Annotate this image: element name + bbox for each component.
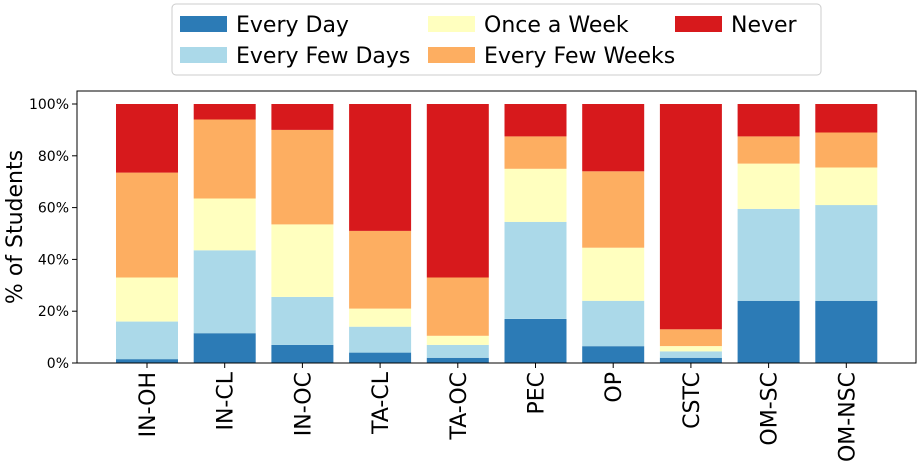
y-axis-label: % of Students <box>3 150 28 304</box>
bar-segment-ta-cl-3 <box>349 231 411 309</box>
x-tick-label: OM-SC <box>758 372 783 446</box>
bar-segment-in-cl-3 <box>194 120 256 199</box>
bar-segment-op-2 <box>582 248 644 301</box>
x-axis: IN-OH IN-CL IN-OC TA-CL TA-OC PEC OP CSTC OM-SC O… <box>136 363 860 462</box>
bar-segment-in-oc-1 <box>271 297 333 345</box>
bar-segment-ta-cl-0 <box>349 353 411 363</box>
x-tick-label: TA-OC <box>447 372 472 441</box>
legend-swatch <box>675 16 722 32</box>
bar-segment-om-nsc-4 <box>815 104 877 133</box>
bar-segment-op-4 <box>582 104 644 171</box>
bar-segment-in-cl-1 <box>194 250 256 333</box>
bar-segment-pec-3 <box>505 136 567 168</box>
bar-segment-pec-0 <box>505 319 567 363</box>
x-tick-label: IN-CL <box>214 371 239 430</box>
y-axis: 0% 20% 40% 60% 80% 100% <box>29 97 77 372</box>
y-tick-label: 0% <box>47 356 69 372</box>
bar-segment-in-oc-4 <box>271 104 333 130</box>
bar-segment-cstc-4 <box>660 104 722 329</box>
bar-segment-ta-cl-4 <box>349 104 411 231</box>
bar-segment-pec-2 <box>505 169 567 222</box>
legend-label: Once a Week <box>484 13 629 38</box>
bar-segment-ta-oc-0 <box>427 358 489 363</box>
x-tick-label: OM-NSC <box>835 372 860 462</box>
x-tick-label: PEC <box>525 372 550 415</box>
bar-segment-ta-cl-1 <box>349 327 411 353</box>
bar-segment-pec-4 <box>505 104 567 136</box>
bar-segment-cstc-3 <box>660 329 722 346</box>
legend-swatch <box>180 47 227 63</box>
bar-segment-op-1 <box>582 301 644 346</box>
legend-swatch <box>180 16 227 32</box>
bar-segment-ta-oc-1 <box>427 345 489 358</box>
legend: Every Day Every Few Days Once a Week Every … <box>172 4 821 75</box>
bar-segment-cstc-2 <box>660 346 722 351</box>
bar-segment-in-oc-0 <box>271 345 333 363</box>
bar-segment-in-oh-0 <box>116 359 178 363</box>
legend-label: Never <box>731 13 798 38</box>
y-tick-label: 100% <box>29 97 69 113</box>
bar-segment-in-oh-3 <box>116 173 178 278</box>
bar-segment-in-oc-2 <box>271 224 333 297</box>
bar-segment-om-nsc-3 <box>815 133 877 168</box>
y-tick-label: 60% <box>38 201 69 217</box>
x-tick-label: CSTC <box>680 372 705 429</box>
bar-segment-in-cl-0 <box>194 333 256 363</box>
x-tick-label: OP <box>602 372 627 403</box>
bar-segment-om-sc-0 <box>738 301 800 363</box>
bar-segment-om-sc-3 <box>738 136 800 163</box>
bar-segment-op-0 <box>582 346 644 363</box>
y-tick-label: 20% <box>38 304 69 320</box>
bar-segment-om-nsc-1 <box>815 205 877 301</box>
bar-segment-om-nsc-2 <box>815 168 877 206</box>
bar-segment-cstc-0 <box>660 358 722 363</box>
y-tick-label: 80% <box>38 149 69 165</box>
bar-segment-in-oh-4 <box>116 104 178 173</box>
bar-segment-op-3 <box>582 171 644 247</box>
bar-segment-in-oh-2 <box>116 278 178 322</box>
bars <box>116 104 877 363</box>
bar-segment-pec-1 <box>505 222 567 319</box>
x-tick-label: IN-OC <box>291 372 316 436</box>
bar-segment-ta-oc-4 <box>427 104 489 278</box>
bar-segment-om-sc-2 <box>738 164 800 209</box>
bar-segment-ta-oc-3 <box>427 278 489 336</box>
bar-segment-om-nsc-0 <box>815 301 877 363</box>
bar-segment-om-sc-4 <box>738 104 800 136</box>
bar-segment-in-cl-2 <box>194 199 256 251</box>
bar-segment-ta-oc-2 <box>427 336 489 345</box>
legend-label: Every Few Days <box>236 44 410 69</box>
bar-segment-ta-cl-2 <box>349 309 411 327</box>
bar-segment-in-cl-4 <box>194 104 256 120</box>
bar-segment-in-oc-3 <box>271 130 333 225</box>
stacked-bar-chart: Every Day Every Few Days Once a Week Every … <box>0 0 922 467</box>
legend-label: Every Few Weeks <box>484 44 675 69</box>
bar-segment-in-oh-1 <box>116 322 178 360</box>
legend-swatch <box>428 16 475 32</box>
x-tick-label: TA-CL <box>369 371 394 435</box>
x-tick-label: IN-OH <box>136 372 161 437</box>
y-tick-label: 40% <box>38 252 69 268</box>
legend-label: Every Day <box>236 13 349 38</box>
legend-swatch <box>428 47 475 63</box>
bar-segment-om-sc-1 <box>738 209 800 301</box>
bar-segment-cstc-1 <box>660 351 722 358</box>
